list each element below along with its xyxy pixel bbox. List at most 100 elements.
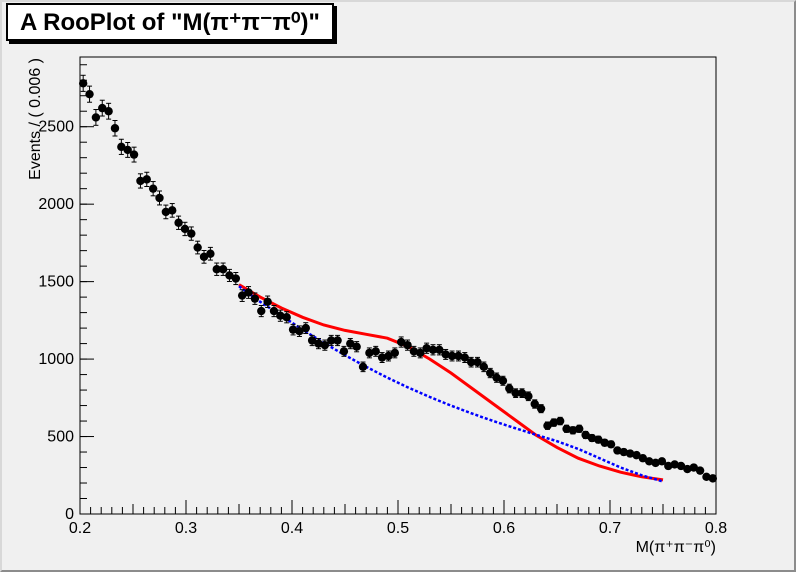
data-point — [333, 336, 342, 345]
data-point — [702, 472, 711, 482]
data-point — [441, 350, 450, 359]
data-point — [123, 145, 132, 155]
data-point — [651, 458, 660, 468]
data-point — [225, 271, 234, 280]
data-point — [110, 124, 120, 133]
data-point — [524, 392, 533, 401]
data-point — [581, 430, 590, 440]
data-point — [155, 193, 164, 203]
data-point — [212, 265, 221, 274]
data-point — [396, 337, 406, 347]
data-point — [708, 474, 718, 483]
x-tick-label: 0.8 — [705, 520, 727, 537]
data-point — [129, 150, 139, 159]
data-point — [327, 336, 336, 345]
background-model-curve — [238, 285, 664, 483]
data-point — [168, 206, 177, 215]
data-point — [695, 466, 705, 475]
data-point — [664, 461, 673, 471]
x-tick-label: 0.2 — [69, 520, 91, 537]
data-point — [371, 347, 380, 356]
y-tick-label: 1000 — [38, 351, 74, 368]
data-points — [78, 74, 718, 483]
data-point — [632, 450, 641, 460]
data-point — [136, 176, 145, 186]
data-point — [670, 460, 679, 469]
data-point — [625, 449, 635, 458]
data-point — [257, 306, 266, 316]
data-point — [606, 440, 616, 449]
data-point — [619, 447, 628, 457]
data-point — [390, 348, 400, 358]
data-point — [288, 325, 298, 334]
data-point — [575, 424, 584, 433]
data-point — [460, 353, 469, 362]
y-tick-label: 2000 — [38, 196, 74, 213]
data-point — [454, 351, 463, 361]
data-point — [555, 416, 565, 426]
data-point — [657, 457, 667, 466]
data-point — [511, 388, 520, 398]
x-tick-label: 0.6 — [493, 520, 515, 537]
y-tick-label: 0 — [65, 506, 74, 523]
data-point — [244, 288, 253, 297]
y-axis-label: Events / ( 0.006 ) — [27, 58, 44, 180]
x-tick-label: 0.4 — [281, 520, 303, 537]
chart-title: A RooPlot of "M(π⁺π⁻π⁰)" — [6, 3, 334, 41]
data-point — [479, 362, 489, 372]
data-point — [594, 435, 603, 444]
data-point — [98, 103, 107, 113]
x-axis-label: M(π⁺π⁻π⁰) — [636, 539, 716, 556]
data-point — [530, 399, 539, 409]
data-point — [301, 323, 310, 333]
data-point — [549, 418, 559, 427]
axes: 0.2 0.3 0.4 0.5 0.6 0.7 0.8 0 500 1000 1500 2000 250… — [38, 57, 727, 537]
data-point — [543, 421, 552, 430]
data-point — [250, 294, 260, 303]
data-point — [142, 175, 151, 184]
data-point — [187, 229, 196, 238]
data-point — [237, 291, 247, 300]
data-point — [498, 376, 508, 385]
data-point — [282, 313, 291, 322]
data-point — [365, 348, 374, 358]
data-point — [447, 351, 457, 361]
data-point — [683, 464, 692, 474]
x-tick-label: 0.7 — [599, 520, 621, 537]
data-point — [352, 342, 361, 351]
data-point — [377, 353, 387, 362]
x-tick-label: 0.3 — [175, 520, 197, 537]
data-point — [492, 373, 501, 382]
data-point — [180, 224, 190, 234]
data-point — [517, 388, 527, 398]
data-point — [435, 345, 444, 354]
plot-frame — [79, 56, 717, 515]
x-tick-label: 0.5 — [387, 520, 409, 537]
data-point — [193, 243, 202, 252]
data-point — [358, 362, 368, 372]
y-tick-label: 1500 — [38, 274, 74, 291]
data-point — [320, 340, 330, 350]
data-point — [174, 218, 183, 227]
data-point — [409, 347, 419, 356]
model-curves — [238, 283, 664, 483]
data-point — [422, 344, 431, 353]
data-point — [600, 438, 609, 447]
data-point — [269, 306, 279, 316]
data-point — [85, 89, 94, 99]
data-point — [104, 107, 113, 116]
data-point — [218, 265, 228, 274]
data-point — [276, 311, 285, 320]
y-tick-label: 500 — [47, 429, 74, 446]
y-tick-label: 2500 — [38, 119, 74, 136]
data-point — [161, 207, 171, 217]
data-point — [587, 433, 597, 443]
data-point — [91, 113, 101, 122]
data-point — [613, 446, 622, 455]
data-point — [117, 142, 126, 152]
data-point — [473, 357, 482, 367]
data-point — [231, 274, 241, 283]
data-point — [307, 336, 317, 345]
